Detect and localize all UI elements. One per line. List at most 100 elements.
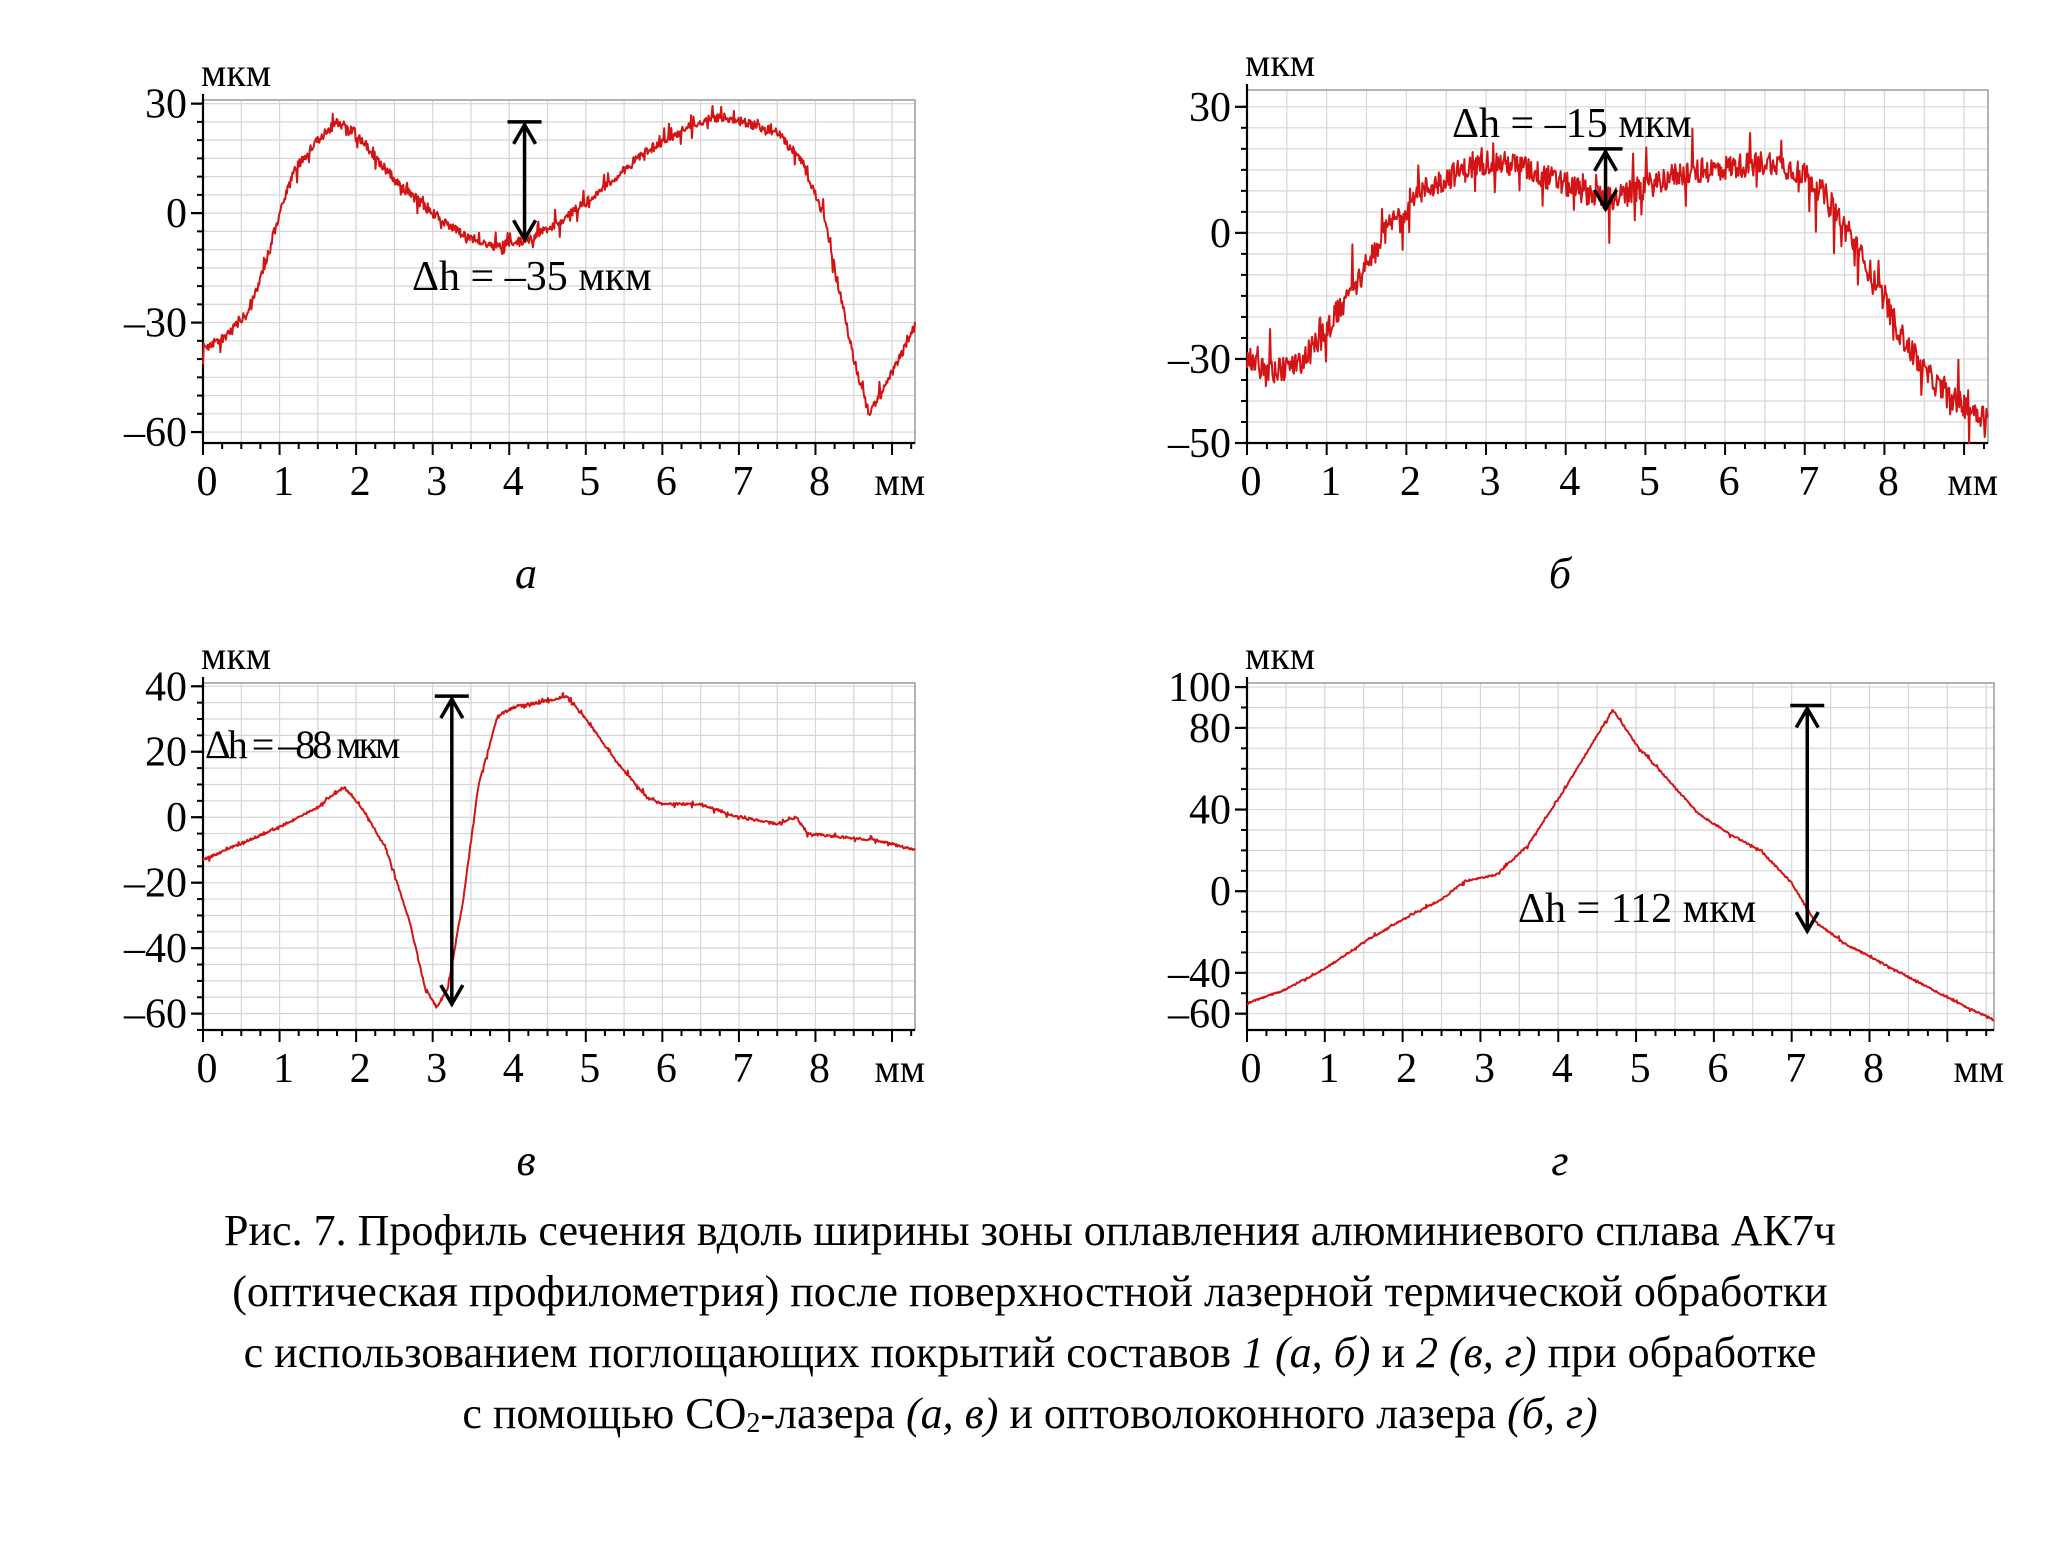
- x-tick-label: 0: [1241, 1046, 1262, 1092]
- x-tick-label: 5: [1639, 459, 1660, 505]
- caption-text: и оптоволоконного лазера: [998, 1389, 1508, 1438]
- y-tick-label: 0: [166, 795, 187, 841]
- y-tick-label: 0: [166, 191, 187, 237]
- delta-h-label: Δh = –88 мкм: [205, 722, 400, 767]
- x-tick-label: 5: [579, 459, 600, 505]
- x-axis-unit: мм: [874, 1046, 925, 1091]
- arrow-head-down: [512, 219, 538, 243]
- x-tick-label: 8: [1863, 1046, 1884, 1092]
- x-tick-label: 8: [809, 1046, 830, 1092]
- x-tick-label: 2: [350, 1046, 371, 1092]
- x-tick-label: 4: [503, 1046, 524, 1092]
- delta-h-arrow: [1790, 703, 1825, 935]
- caption-text: с помощью CO: [462, 1389, 747, 1438]
- delta-h-arrow: [1588, 147, 1623, 213]
- x-tick-label: 4: [1559, 459, 1580, 505]
- x-tick-label: 1: [1318, 1046, 1339, 1092]
- y-tick-label: –30: [123, 301, 187, 347]
- y-tick-label: –60: [123, 410, 187, 456]
- x-tick-label: 2: [350, 459, 371, 505]
- arrow-head-down: [1593, 188, 1619, 213]
- y-tick-label: 80: [1189, 706, 1231, 752]
- y-tick-label: 40: [145, 664, 187, 710]
- caption-italic: 1 (а, б): [1242, 1328, 1371, 1377]
- arrow-head-down: [439, 984, 465, 1008]
- caption-text: с использованием поглощающих покрытий со…: [243, 1328, 1243, 1377]
- caption-italic: 2 (в, г): [1416, 1328, 1537, 1377]
- y-tick-label: 30: [145, 82, 187, 128]
- arrow-head-up: [439, 695, 465, 719]
- caption-text: и: [1370, 1328, 1416, 1377]
- panel-letter-c: в: [516, 1136, 536, 1185]
- x-tick-label: 6: [656, 459, 677, 505]
- x-tick-label: 8: [1878, 459, 1899, 505]
- caption-line-4: с помощью CO2-лазера (а, в) и оптоволоко…: [60, 1383, 2000, 1454]
- delta-h-label: Δh = 112 мкм: [1518, 886, 1756, 932]
- x-tick-label: 3: [426, 459, 447, 505]
- series-line: [202, 692, 916, 1009]
- series-line: [202, 105, 916, 416]
- x-tick-label: 8: [809, 459, 830, 505]
- y-tick-label: –30: [1167, 337, 1231, 383]
- delta-h-label: Δh = –35 мкм: [412, 254, 652, 300]
- arrow-head-down: [1794, 911, 1820, 935]
- x-tick-label: 2: [1396, 1046, 1417, 1092]
- y-tick-label: 20: [145, 730, 187, 776]
- y-tick-label: –60: [1167, 992, 1231, 1038]
- delta-h-label: Δh = –15 мкм: [1452, 101, 1692, 147]
- y-tick-label: –60: [123, 992, 187, 1038]
- caption-subscript: 2: [746, 1408, 761, 1439]
- x-tick-label: 3: [1480, 459, 1501, 505]
- x-tick-label: 5: [579, 1046, 600, 1092]
- x-axis-unit: мм: [874, 459, 925, 504]
- series-line: [1246, 127, 1989, 444]
- chart-panel-c: 0 1 2 3 4 5 6 7 8 мм 40 20 0 –20 –40 –60 мкм Δh = –88 мкм: [123, 633, 925, 1092]
- x-tick-label: 1: [273, 459, 294, 505]
- x-tick-label: 0: [1241, 459, 1262, 505]
- x-tick-label: 3: [426, 1046, 447, 1092]
- x-tick-label: 3: [1474, 1046, 1495, 1092]
- x-tick-label: 1: [1320, 459, 1341, 505]
- x-axis-unit: мм: [1947, 459, 1998, 504]
- x-axis-unit: мм: [1953, 1046, 2004, 1091]
- x-tick-label: 5: [1630, 1046, 1651, 1092]
- x-tick-label: 4: [1552, 1046, 1573, 1092]
- caption-text: -лазера: [760, 1389, 906, 1438]
- y-tick-label: –50: [1167, 421, 1231, 467]
- figure-caption: Рис. 7. Профиль сечения вдоль ширины зон…: [60, 1200, 2000, 1454]
- caption-text: при обработке: [1536, 1328, 1817, 1377]
- chart-panel-a: 0 1 2 3 4 5 6 7 8 мм 30 0 –30 –60 мкм Δh = –35 мкм: [123, 50, 925, 505]
- y-tick-label: –20: [123, 861, 187, 907]
- caption-italic: (б, г): [1507, 1389, 1598, 1438]
- x-tick-label: 7: [732, 459, 753, 505]
- caption-italic: (а, в): [905, 1389, 999, 1438]
- y-axis-label: мкм: [1245, 40, 1315, 85]
- x-tick-label: 2: [1400, 459, 1421, 505]
- caption-line-3: с использованием поглощающих покрытий со…: [60, 1322, 2000, 1383]
- gridlines: [1246, 683, 1994, 1030]
- panel-letter-d: г: [1551, 1136, 1569, 1185]
- x-tick-label: 7: [732, 1046, 753, 1092]
- y-tick-label: 100: [1168, 665, 1231, 711]
- y-tick-label: 40: [1189, 788, 1231, 834]
- x-tick-label: 7: [1785, 1046, 1806, 1092]
- chart-panel-b: 0 1 2 3 4 5 6 7 8 мм 30 0 –30 –50 мкм Δh = –15 мкм: [1167, 40, 1998, 505]
- x-tick-label: 0: [197, 459, 218, 505]
- y-tick-label: 0: [1210, 211, 1231, 257]
- x-tick-label: 1: [273, 1046, 294, 1092]
- y-tick-label: –40: [1167, 951, 1231, 997]
- y-axis-label: мкм: [201, 50, 271, 95]
- panel-letter-a: а: [515, 549, 537, 598]
- y-axis-label: мкм: [201, 633, 271, 678]
- x-tick-label: 6: [1719, 459, 1740, 505]
- arrow-head-up: [512, 121, 538, 145]
- y-tick-label: –40: [123, 926, 187, 972]
- arrow-head-up: [1794, 704, 1820, 729]
- x-tick-label: 6: [1707, 1046, 1728, 1092]
- delta-h-arrow: [434, 694, 469, 1008]
- y-axis-label: мкм: [1245, 633, 1315, 678]
- arrow-head-up: [1593, 148, 1619, 172]
- x-tick-label: 7: [1798, 459, 1819, 505]
- caption-line-1: Рис. 7. Профиль сечения вдоль ширины зон…: [224, 1206, 1836, 1255]
